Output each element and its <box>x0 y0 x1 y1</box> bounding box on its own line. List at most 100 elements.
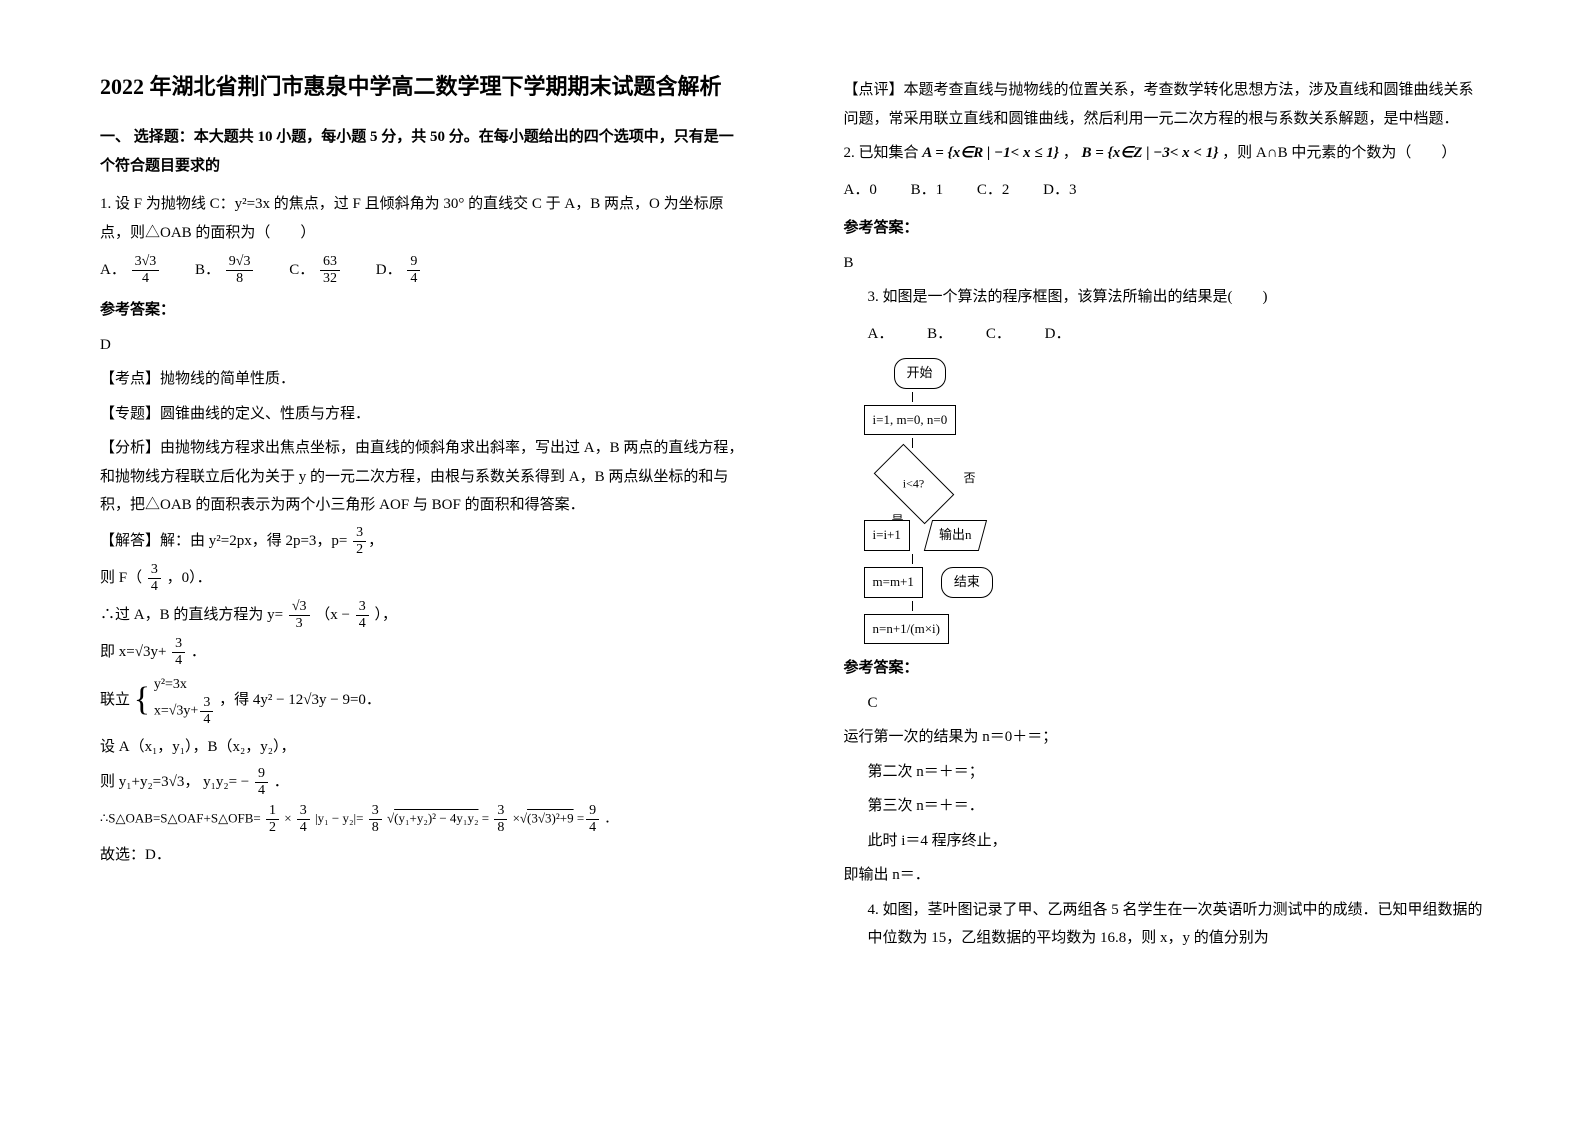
q1-sol-line1: 【解答】解：由 y²=2px，得 2p=3，p= 32， <box>100 526 744 557</box>
frac-num: √3 <box>289 600 310 616</box>
frac-den: 8 <box>369 820 382 835</box>
section-1-heading: 一、 选择题：本大题共 10 小题，每小题 5 分，共 50 分。在每小题给出的… <box>100 123 744 180</box>
frac-num: 3 <box>148 563 161 579</box>
text: 联立 <box>100 692 130 708</box>
q1-sol-final: 故选：D． <box>100 841 744 870</box>
q2-option-b: B．1 <box>911 176 944 205</box>
q3-stem: 3. 如图是一个算法的程序框图，该算法所输出的结果是( ) <box>844 283 1488 312</box>
q3-option-c: C． <box>986 320 1011 349</box>
frac-num: 63 <box>320 255 340 271</box>
fc-step-i: i=i+1 <box>864 520 910 551</box>
q1-option-d: D． 94 <box>376 255 423 286</box>
q1-sol-x: 即 x=√3y+ 34 ． <box>100 637 744 668</box>
text: ． <box>191 643 206 659</box>
flowchart: 开始 i=1, m=0, n=0 i<4? 否 是 i=i+1 输出n m=m+… <box>864 358 1488 644</box>
frac-den: 4 <box>132 271 160 286</box>
text: ）， <box>374 606 397 622</box>
q1-option-c: C． 6332 <box>289 255 342 286</box>
q1-sol-line-eq: ∴过 A，B 的直线方程为 y= √33 （x − 34 ）， <box>100 600 744 631</box>
fc-start: 开始 <box>894 358 946 389</box>
fc-output: 输出n <box>924 520 987 551</box>
frac-den: 4 <box>148 579 161 594</box>
text: ，则 A∩B 中元素的个数为（ ） <box>1222 145 1456 161</box>
frac-num: 3 <box>200 696 213 712</box>
text: ． <box>274 774 289 790</box>
text: 则 y₁+y₂=3√3， y₁y₂= − <box>100 774 249 790</box>
sqrt-expr: (y₁+y₂)² − 4y₁y₂ <box>394 811 478 826</box>
q3-option-a: A． <box>868 320 894 349</box>
text: ，0）． <box>167 569 212 585</box>
frac-den: 2 <box>353 542 366 557</box>
q2-option-c: C．2 <box>977 176 1010 205</box>
frac-den: 8 <box>494 820 507 835</box>
out-text: 输出n <box>939 523 972 548</box>
frac-num: 3 <box>172 637 185 653</box>
q3-sol4: 此时 i＝4 程序终止， <box>844 827 1488 856</box>
text: ∴S△OAB=S△OAF+S△OFB= <box>100 811 261 826</box>
frac-num: 9 <box>407 255 420 271</box>
cond-text: i<4? <box>903 473 924 496</box>
q3-sol5: 即输出 n＝． <box>844 861 1488 890</box>
text: 则 F（ <box>100 569 142 585</box>
text: （x − <box>315 606 350 622</box>
frac-den: 4 <box>172 653 185 668</box>
q2-stem: 2. 已知集合 A = {x∈R | −1< x ≤ 1} ， B = {x∈Z… <box>844 139 1488 168</box>
set-b: B = {x∈Z | −3< x < 1} <box>1081 145 1218 161</box>
frac-num: 3 <box>353 526 366 542</box>
q1-option-a: A． 3√34 <box>100 255 161 286</box>
eq2-pre: x=√3y+ <box>154 704 198 719</box>
q1-sol-F: 则 F（ 34 ，0）． <box>100 563 744 594</box>
fc-step-m: m=m+1 <box>864 567 923 598</box>
text: 【解答】解：由 y²=2px，得 2p=3，p= <box>100 532 347 548</box>
q1-fenxi: 【分析】由抛物线方程求出焦点坐标，由直线的倾斜角求出斜率，写出过 A，B 两点的… <box>100 434 744 520</box>
q1-kaodian: 【考点】抛物线的简单性质． <box>100 365 744 394</box>
frac-den: 4 <box>586 820 599 835</box>
frac-num: 3 <box>297 804 310 820</box>
q1-options: A． 3√34 B． 9√38 C． 6332 D． 94 <box>100 255 744 286</box>
frac-num: 1 <box>266 804 279 820</box>
left-column: 2022 年湖北省荆门市惠泉中学高二数学理下学期期末试题含解析 一、 选择题：本… <box>0 0 794 1122</box>
q1-sol-sum: 则 y₁+y₂=3√3， y₁y₂= − 94 ． <box>100 767 744 798</box>
q3-sol2: 第二次 n＝＋＝； <box>844 758 1488 787</box>
q3-answer: C <box>844 689 1488 718</box>
frac-den: 3 <box>289 616 310 631</box>
q1-sol-system: 联立 { y²=3x x=√3y+34 ，得 4y² − 12√3y − 9=0… <box>100 674 744 727</box>
q3-sol3: 第三次 n＝＋＝． <box>844 792 1488 821</box>
opt-label: A． <box>100 262 126 278</box>
text: ∴过 A，B 的直线方程为 y= <box>100 606 283 622</box>
q3-options: A． B． C． D． <box>844 320 1488 349</box>
text: × <box>284 811 291 826</box>
q3-option-d: D． <box>1045 320 1071 349</box>
text: 2. 已知集合 <box>844 145 923 161</box>
frac-num: 9√3 <box>226 255 254 271</box>
frac-num: 3 <box>494 804 507 820</box>
frac-den: 2 <box>266 820 279 835</box>
frac-den: 4 <box>200 712 213 727</box>
q1-zhuanti: 【专题】圆锥曲线的定义、性质与方程． <box>100 400 744 429</box>
frac-den: 4 <box>356 616 369 631</box>
brace-icon: { <box>134 685 150 716</box>
eq1: y²=3x <box>154 677 187 692</box>
answer-label: 参考答案： <box>100 296 744 325</box>
frac-num: 3 <box>369 804 382 820</box>
opt-label: D． <box>376 262 402 278</box>
frac-den: 4 <box>407 271 420 286</box>
text: |y₁ − y₂|= <box>315 811 363 826</box>
q3-option-b: B． <box>927 320 952 349</box>
frac-num: 9 <box>255 767 268 783</box>
q3-sol1: 运行第一次的结果为 n＝0＋＝； <box>844 723 1488 752</box>
frac-num: 9 <box>586 804 599 820</box>
text: 即 x=√3y+ <box>100 643 166 659</box>
answer-label: 参考答案： <box>844 654 1488 683</box>
fc-no-label: 否 <box>964 467 976 490</box>
q2-answer: B <box>844 249 1488 278</box>
page-title: 2022 年湖北省荆门市惠泉中学高二数学理下学期期末试题含解析 <box>100 70 744 103</box>
frac-den: 32 <box>320 271 340 286</box>
opt-label: C． <box>289 262 314 278</box>
frac-den: 8 <box>226 271 254 286</box>
frac-den: 4 <box>297 820 310 835</box>
fc-step-n: n=n+1/(m×i) <box>864 614 950 645</box>
text: ， <box>1063 145 1078 161</box>
q1-answer: D <box>100 331 744 360</box>
answer-label: 参考答案： <box>844 214 1488 243</box>
